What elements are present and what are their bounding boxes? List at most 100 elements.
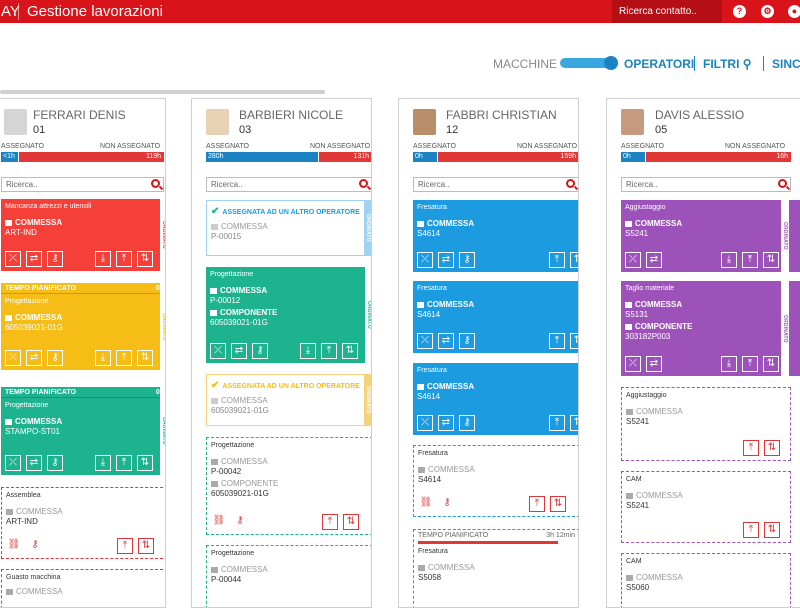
- key-icon[interactable]: ⚷: [459, 333, 475, 349]
- top-icon[interactable]: ⤒: [549, 252, 565, 268]
- task-card[interactable]: Fresatura COMMESSA S4614 ⤫ ⇄ ⚷ ⤒ ⇅: [413, 363, 578, 435]
- search-icon[interactable]: [359, 179, 368, 188]
- top-icon[interactable]: ⤒: [742, 252, 758, 268]
- help-icon[interactable]: ?: [733, 5, 746, 18]
- unlink-icon[interactable]: ⤫: [417, 415, 433, 431]
- unlink-icon[interactable]: ⤫: [625, 252, 641, 268]
- sync-button[interactable]: SINC: [772, 57, 800, 71]
- download-icon[interactable]: ⤓: [95, 251, 111, 267]
- task-card[interactable]: TEMPO PIANIFICATO 3h 12min Fresatura COMM…: [413, 529, 578, 607]
- top-icon[interactable]: ⤒: [322, 514, 338, 530]
- top-icon[interactable]: ⤒: [117, 538, 133, 554]
- user-icon[interactable]: ●: [788, 5, 800, 18]
- key-icon[interactable]: ⚷: [252, 343, 268, 359]
- key-icon[interactable]: ⚷: [236, 515, 244, 526]
- top-icon[interactable]: ⤒: [116, 350, 132, 366]
- sort-icon[interactable]: ⇅: [343, 514, 359, 530]
- toggle-knob[interactable]: [604, 56, 618, 70]
- filters-button[interactable]: FILTRI ⚲: [703, 52, 752, 76]
- key-icon[interactable]: ⚷: [47, 350, 63, 366]
- sort-icon[interactable]: ⇅: [570, 333, 578, 349]
- view-toggle[interactable]: [560, 56, 618, 70]
- task-card[interactable]: Progettazione COMMESSA P-00012 COMPONENT…: [206, 267, 371, 363]
- task-card[interactable]: Guasto macchina COMMESSA: [1, 569, 165, 607]
- search-input[interactable]: Ricerca..: [413, 177, 578, 192]
- search-icon[interactable]: [778, 179, 787, 188]
- top-icon[interactable]: ⤒: [529, 496, 545, 512]
- search-input[interactable]: Ricerca..: [206, 177, 371, 192]
- shuffle-icon[interactable]: ⇄: [438, 415, 454, 431]
- key-icon[interactable]: ⚷: [459, 415, 475, 431]
- sort-icon[interactable]: ⇅: [570, 252, 578, 268]
- search-icon[interactable]: [566, 179, 575, 188]
- unlink-icon[interactable]: ⤫: [417, 333, 433, 349]
- task-card[interactable]: Aggiustaggio COMMESSA S5241 ⤫ ⇄ ⤓ ⤒ ⇅ OR…: [621, 200, 800, 272]
- shuffle-icon[interactable]: ⇄: [646, 356, 662, 372]
- contact-search-input[interactable]: Ricerca contatto..: [612, 0, 722, 23]
- shuffle-icon[interactable]: ⇄: [26, 455, 42, 471]
- top-icon[interactable]: ⤒: [742, 356, 758, 372]
- task-card[interactable]: Fresatura COMMESSA S4614 ⤫ ⇄ ⚷ ⤒ ⇅: [413, 281, 578, 353]
- task-card[interactable]: ✔ ASSEGNATA AD UN ALTRO OPERATORE COMMESS…: [206, 200, 371, 256]
- sort-icon[interactable]: ⇅: [763, 356, 779, 372]
- shuffle-icon[interactable]: ⇄: [438, 333, 454, 349]
- top-icon[interactable]: ⤒: [116, 251, 132, 267]
- sort-icon[interactable]: ⇅: [764, 440, 780, 456]
- key-icon[interactable]: ⚷: [47, 251, 63, 267]
- task-card[interactable]: Aggiustaggio COMMESSA S5241 ⤒ ⇅: [621, 387, 791, 461]
- sort-icon[interactable]: ⇅: [570, 415, 578, 431]
- task-card[interactable]: Progettazione COMMESSA P-00044: [206, 545, 371, 607]
- search-icon[interactable]: [151, 179, 160, 188]
- shuffle-icon[interactable]: ⇄: [26, 350, 42, 366]
- sort-icon[interactable]: ⇅: [764, 522, 780, 538]
- task-card[interactable]: TEMPO PIANIFICATO 0h Progettazione COMMES…: [1, 283, 165, 370]
- sort-icon[interactable]: ⇅: [138, 538, 154, 554]
- download-icon[interactable]: ⤓: [95, 350, 111, 366]
- key-icon[interactable]: ⚷: [443, 497, 451, 508]
- horizontal-scrollbar[interactable]: [0, 90, 325, 94]
- sort-icon[interactable]: ⇅: [763, 252, 779, 268]
- unlink-icon[interactable]: ⤫: [625, 356, 641, 372]
- unlink-icon[interactable]: ⤫: [210, 343, 226, 359]
- task-card[interactable]: Fresatura COMMESSA S4614 ⛓ ⚷ ⤒ ⇅: [413, 445, 578, 517]
- shuffle-icon[interactable]: ⇄: [438, 252, 454, 268]
- link-icon[interactable]: ⛓: [419, 497, 433, 508]
- unlink-icon[interactable]: ⤫: [5, 350, 21, 366]
- top-icon[interactable]: ⤒: [549, 415, 565, 431]
- task-card[interactable]: ✔ ASSEGNATA AD UN ALTRO OPERATORE COMMESS…: [206, 374, 371, 426]
- download-icon[interactable]: ⤓: [721, 356, 737, 372]
- shuffle-icon[interactable]: ⇄: [26, 251, 42, 267]
- download-icon[interactable]: ⤓: [95, 455, 111, 471]
- task-card[interactable]: Assemblea COMMESSA ART-IND ⛓ ⚷ ⤒ ⇅: [1, 487, 165, 559]
- shuffle-icon[interactable]: ⇄: [646, 252, 662, 268]
- unlink-icon[interactable]: ⤫: [417, 252, 433, 268]
- download-icon[interactable]: ⤓: [300, 343, 316, 359]
- task-card[interactable]: TEMPO PIANIFICATO 0h Progettazione COMMES…: [1, 387, 165, 475]
- sort-icon[interactable]: ⇅: [137, 455, 153, 471]
- top-icon[interactable]: ⤒: [321, 343, 337, 359]
- key-icon[interactable]: ⚷: [47, 455, 63, 471]
- search-input[interactable]: Ricerca..: [621, 177, 791, 192]
- task-card[interactable]: Mancanza attrezzi e utensili COMMESSA AR…: [1, 199, 165, 271]
- sort-icon[interactable]: ⇅: [137, 251, 153, 267]
- top-icon[interactable]: ⤒: [549, 333, 565, 349]
- sort-icon[interactable]: ⇅: [137, 350, 153, 366]
- key-icon[interactable]: ⚷: [459, 252, 475, 268]
- settings-icon[interactable]: ⚙: [761, 5, 774, 18]
- link-icon[interactable]: ⛓: [212, 515, 226, 526]
- task-card[interactable]: Taglio materiale COMMESSA S5131 COMPONEN…: [621, 281, 800, 376]
- brand-logo[interactable]: AY: [1, 3, 20, 20]
- operators-view-label[interactable]: OPERATORI: [624, 57, 695, 71]
- unlink-icon[interactable]: ⤫: [5, 455, 21, 471]
- task-card[interactable]: CAM COMMESSA S5060: [621, 553, 791, 607]
- top-icon[interactable]: ⤒: [743, 522, 759, 538]
- sort-icon[interactable]: ⇅: [342, 343, 358, 359]
- task-card[interactable]: Fresatura COMMESSA S4614 ⤫ ⇄ ⚷ ⤒ ⇅: [413, 200, 578, 272]
- download-icon[interactable]: ⤓: [721, 252, 737, 268]
- unlink-icon[interactable]: ⤫: [5, 251, 21, 267]
- search-input[interactable]: Ricerca..: [1, 177, 164, 192]
- link-icon[interactable]: ⛓: [7, 539, 21, 550]
- shuffle-icon[interactable]: ⇄: [231, 343, 247, 359]
- task-card[interactable]: Progettazione COMMESSA P-00042 COMPONENT…: [206, 437, 371, 535]
- top-icon[interactable]: ⤒: [743, 440, 759, 456]
